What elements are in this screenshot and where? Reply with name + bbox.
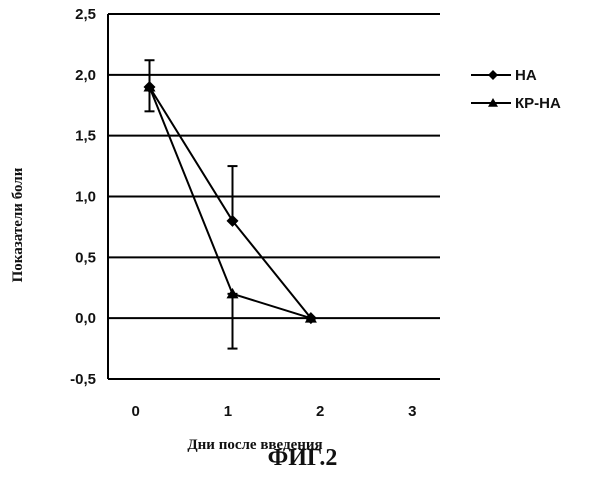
x-tick-label: 1 [224,403,232,420]
y-tick-label: 0,0 [75,310,96,327]
x-tick-label: 2 [316,403,324,420]
y-tick-label: 2,0 [75,67,96,84]
series-line-1 [150,87,311,318]
y-tick-label: 1,5 [75,128,96,145]
legend-label: КР-НА [515,95,561,112]
x-tick-label: 0 [131,403,139,420]
legend: НА КР-НА [471,67,561,112]
x-tick-labels: 0 1 2 3 [131,403,416,420]
legend-label: НА [515,67,537,84]
y-tick-labels: 2,5 2,0 1,5 1,0 0,5 0,0 -0,5 [70,6,96,388]
y-axis-label: Показатели боли [10,167,26,282]
series-line-2 [150,87,311,318]
series-lines [150,87,311,318]
legend-diamond-marker [488,70,498,80]
y-tick-label: -0,5 [70,371,96,388]
gridlines [108,14,440,379]
figure-caption: ФИГ.2 [0,445,605,472]
y-tick-label: 0,5 [75,249,96,266]
x-tick-label: 3 [408,403,416,420]
error-bars [145,60,238,348]
y-tick-label: 1,0 [75,189,96,206]
y-tick-label: 2,5 [75,6,96,23]
